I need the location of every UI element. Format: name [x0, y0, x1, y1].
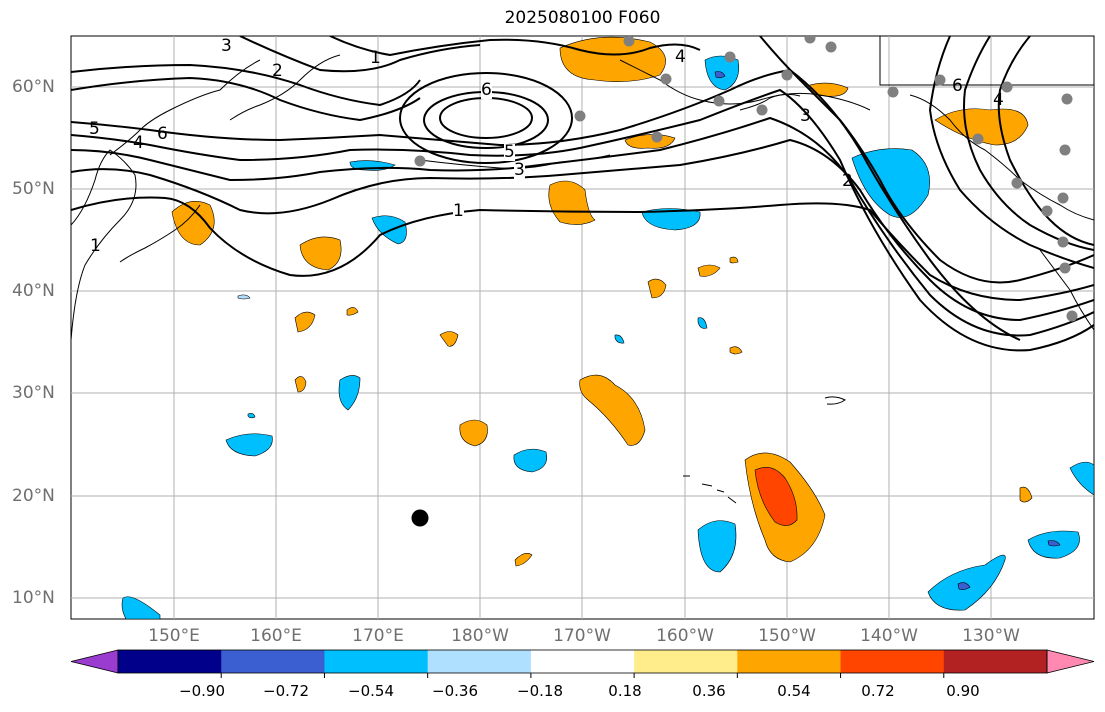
- contour-label: 4: [133, 133, 144, 153]
- colorbar-tick-label: 0.18: [608, 682, 642, 700]
- colorbar-tick-label: −0.36: [432, 682, 478, 700]
- anomaly-blob: [513, 448, 547, 473]
- colorbar-segment: [118, 650, 222, 673]
- colorbar-segment: [324, 650, 429, 673]
- anomaly-blob: [171, 200, 215, 246]
- anomaly-blob: [514, 553, 533, 567]
- contour-label: 1: [453, 201, 464, 221]
- anomaly-blob: [624, 134, 676, 149]
- contour-label: 6: [481, 80, 492, 100]
- contour-label: 5: [89, 119, 100, 139]
- contour-label: 2: [272, 61, 283, 81]
- anomaly-blob: [1047, 540, 1061, 547]
- anomaly-blob: [237, 294, 251, 300]
- contour-label: 3: [221, 36, 232, 56]
- contour-label: 4: [993, 90, 1004, 110]
- colorbar-segment: [70, 649, 119, 674]
- lon-label: 130°W: [962, 626, 1020, 646]
- storm-center-marker: [411, 509, 429, 527]
- anomaly-blob: [729, 346, 743, 355]
- lon-label: 150°E: [148, 626, 200, 646]
- colorbar-segment: [1046, 649, 1095, 674]
- colorbar-tick-label: −0.18: [517, 682, 563, 700]
- anomaly-blob: [559, 36, 666, 82]
- colorbar-segment: [634, 650, 738, 673]
- colorbar-tick-label: 0.54: [777, 682, 811, 700]
- anomaly-blob: [459, 419, 488, 447]
- colorbar-segment: [530, 650, 635, 673]
- colorbar-outline: [117, 649, 1048, 674]
- contour-label: 3: [800, 106, 811, 126]
- anomaly-blob: [729, 256, 739, 264]
- lon-label: 170°W: [553, 626, 611, 646]
- contour-label: 1: [370, 48, 381, 68]
- contour-label: 5: [504, 142, 515, 162]
- anomaly-blob: [641, 208, 701, 231]
- lat-label: 50°N: [12, 179, 55, 199]
- anomaly-blob: [346, 307, 359, 316]
- anomaly-blob: [338, 375, 361, 411]
- anomaly-blob: [614, 334, 625, 344]
- anomaly-blob: [121, 596, 161, 619]
- lon-label: 140°W: [860, 626, 918, 646]
- anomaly-blob: [294, 376, 307, 393]
- anomaly-blob: [294, 311, 316, 333]
- contour-label: 6: [157, 124, 168, 144]
- lat-label: 30°N: [12, 383, 55, 403]
- anomaly-blob: [1019, 486, 1033, 503]
- anomaly-blob: [697, 317, 708, 329]
- coastlines: [71, 36, 1094, 504]
- contour-label: 2: [842, 171, 853, 191]
- lon-label: 160°W: [656, 626, 714, 646]
- colorbar-segment: [427, 650, 532, 673]
- colorbar-tick-label: −0.90: [179, 682, 225, 700]
- map-title: 2025080100 F060: [504, 8, 661, 28]
- anomaly-blob: [299, 236, 342, 271]
- colorbar-tick-label: 0.90: [946, 682, 980, 700]
- lat-label: 60°N: [12, 77, 55, 97]
- anomaly-blob: [1069, 461, 1094, 496]
- lat-label: 10°N: [12, 588, 55, 608]
- colorbar-segment: [840, 650, 945, 673]
- anomaly-blob: [579, 374, 646, 446]
- colorbar-segment: [221, 650, 325, 673]
- anomaly-blob: [225, 433, 273, 457]
- colorbar: [70, 649, 1095, 678]
- anomaly-blob: [927, 554, 1006, 611]
- station-markers: [414, 36, 1078, 322]
- colorbar-tick-label: 0.72: [861, 682, 895, 700]
- colorbar-tick-label: 0.36: [692, 682, 726, 700]
- anomaly-blob: [754, 467, 798, 526]
- anomaly-blob: [714, 71, 726, 79]
- anomaly-blob: [957, 582, 971, 590]
- contour-label: 6: [952, 76, 963, 96]
- contour-label: 3: [514, 160, 525, 180]
- anomaly-blob: [647, 278, 667, 299]
- lon-label: 180°W: [451, 626, 509, 646]
- lon-label: 170°E: [352, 626, 404, 646]
- anomaly-blob: [697, 520, 737, 573]
- lon-label: 150°W: [758, 626, 816, 646]
- colorbar-segment: [943, 650, 1048, 673]
- lat-label: 20°N: [12, 486, 55, 506]
- contour-label: 4: [675, 47, 686, 67]
- colorbar-tick-label: −0.72: [263, 682, 309, 700]
- lon-label: 160°E: [250, 626, 302, 646]
- lat-label: 40°N: [12, 281, 55, 301]
- anomaly-blob: [697, 264, 721, 277]
- contour-label: 1: [90, 236, 101, 256]
- anomaly-blob: [439, 331, 459, 347]
- colorbar-segment: [737, 650, 842, 673]
- anomaly-fill: [121, 36, 1094, 619]
- colorbar-tick-label: −0.54: [348, 682, 394, 700]
- anomaly-blob: [247, 413, 256, 419]
